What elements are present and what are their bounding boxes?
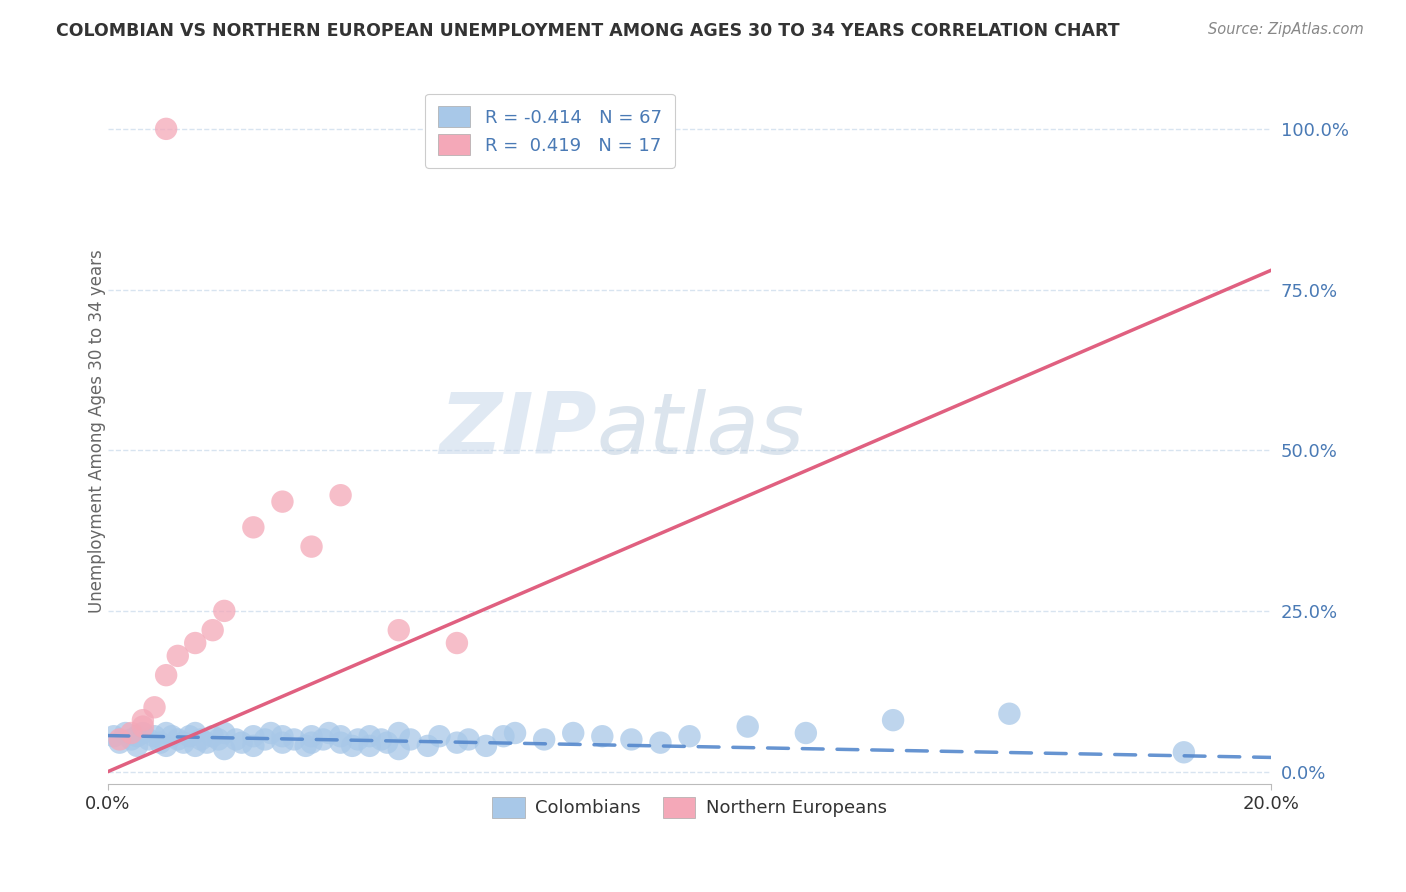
Point [125, 739, 148, 753]
Point [114, 726, 136, 740]
Point [329, 488, 352, 502]
Point [120, 732, 142, 747]
Point [160, 729, 183, 743]
Point [370, 732, 392, 747]
Point [1173, 745, 1195, 759]
Point [294, 739, 316, 753]
Point [190, 732, 212, 747]
Point [155, 739, 177, 753]
Point [399, 732, 422, 747]
Point [201, 623, 224, 637]
Point [678, 729, 700, 743]
Point [103, 729, 125, 743]
Point [492, 729, 515, 743]
Point [533, 732, 555, 747]
Point [388, 742, 411, 756]
Point [301, 736, 323, 750]
Point [794, 726, 817, 740]
Point [195, 736, 218, 750]
Point [184, 739, 207, 753]
Point [149, 736, 172, 750]
Point [457, 732, 479, 747]
Point [143, 700, 166, 714]
Point [120, 726, 142, 740]
Point [283, 732, 305, 747]
Point [214, 742, 236, 756]
Point [242, 729, 264, 743]
Point [650, 736, 672, 750]
Point [329, 729, 352, 743]
Point [184, 726, 207, 740]
Point [446, 736, 468, 750]
Point [214, 604, 236, 618]
Point [475, 739, 498, 753]
Point [342, 739, 364, 753]
Legend: Colombians, Northern Europeans: Colombians, Northern Europeans [485, 789, 894, 825]
Point [260, 726, 283, 740]
Point [318, 726, 340, 740]
Point [132, 720, 155, 734]
Point [125, 729, 148, 743]
Point [155, 121, 177, 136]
Point [329, 736, 352, 750]
Point [231, 736, 253, 750]
Point [416, 739, 439, 753]
Point [446, 636, 468, 650]
Point [312, 732, 335, 747]
Point [375, 736, 398, 750]
Point [143, 729, 166, 743]
Point [166, 732, 188, 747]
Point [184, 636, 207, 650]
Point [503, 726, 526, 740]
Point [155, 726, 177, 740]
Point [155, 668, 177, 682]
Point [166, 648, 188, 663]
Point [242, 520, 264, 534]
Point [271, 736, 294, 750]
Point [201, 729, 224, 743]
Point [225, 732, 247, 747]
Text: COLOMBIAN VS NORTHERN EUROPEAN UNEMPLOYMENT AMONG AGES 30 TO 34 YEARS CORRELATIO: COLOMBIAN VS NORTHERN EUROPEAN UNEMPLOYM… [56, 22, 1119, 40]
Point [591, 729, 613, 743]
Point [388, 726, 411, 740]
Point [214, 726, 236, 740]
Point [108, 732, 131, 747]
Y-axis label: Unemployment Among Ages 30 to 34 years: Unemployment Among Ages 30 to 34 years [89, 249, 105, 613]
Point [388, 623, 411, 637]
Point [253, 732, 276, 747]
Point [562, 726, 585, 740]
Point [882, 713, 904, 727]
Point [347, 732, 370, 747]
Point [132, 713, 155, 727]
Point [271, 729, 294, 743]
Point [429, 729, 451, 743]
Point [132, 726, 155, 740]
Point [138, 732, 160, 747]
Point [173, 736, 195, 750]
Point [998, 706, 1021, 721]
Point [242, 739, 264, 753]
Text: ZIP: ZIP [439, 390, 596, 473]
Text: atlas: atlas [596, 390, 804, 473]
Point [620, 732, 643, 747]
Point [301, 540, 323, 554]
Text: Source: ZipAtlas.com: Source: ZipAtlas.com [1208, 22, 1364, 37]
Point [108, 736, 131, 750]
Point [301, 729, 323, 743]
Point [207, 732, 229, 747]
Point [359, 729, 381, 743]
Point [179, 729, 201, 743]
Point [737, 720, 759, 734]
Point [359, 739, 381, 753]
Point [271, 494, 294, 508]
